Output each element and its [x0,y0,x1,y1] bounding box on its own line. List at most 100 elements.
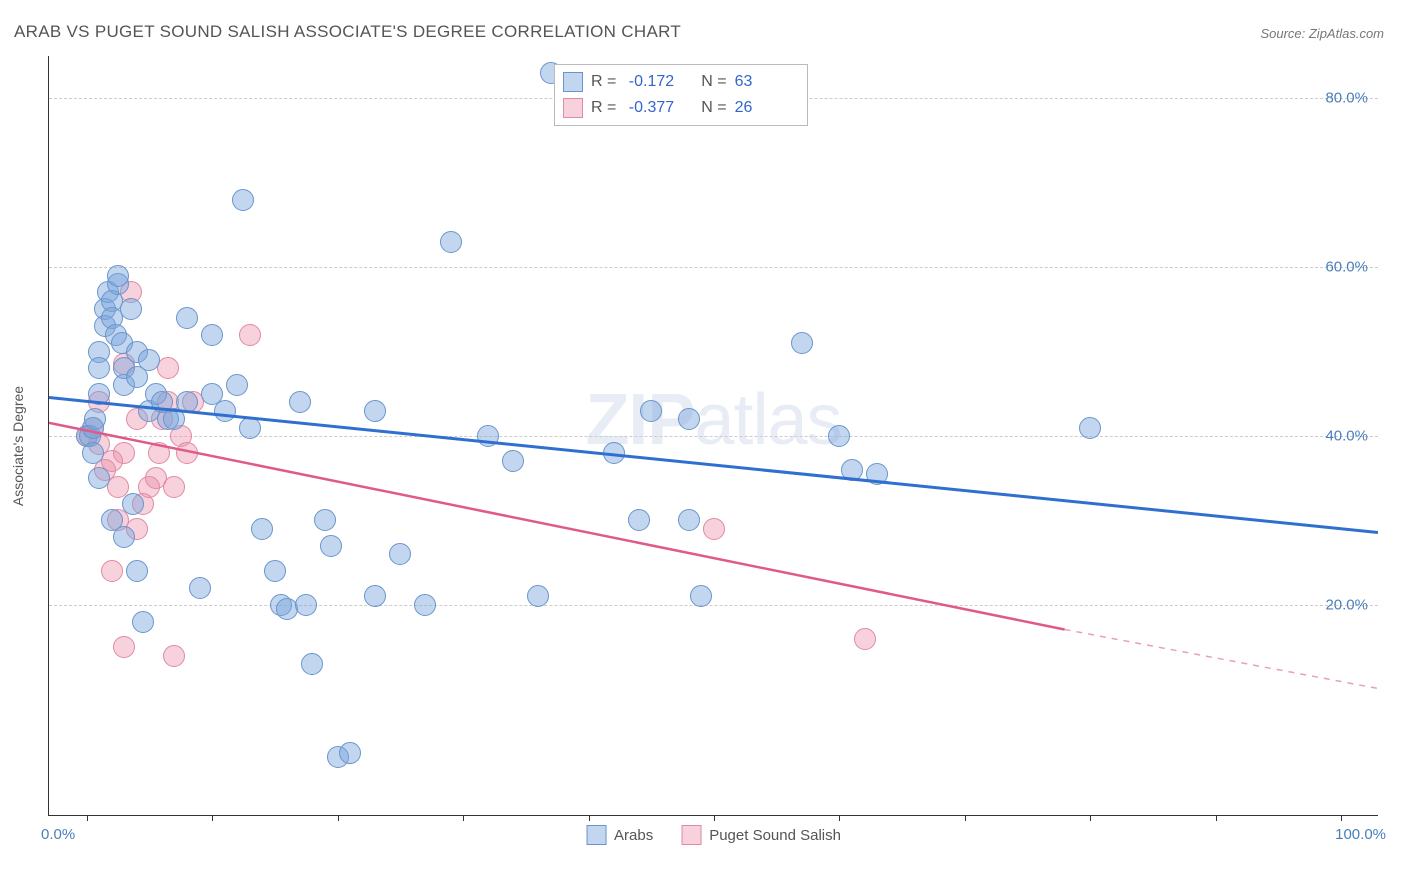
arabs-point [189,577,211,599]
y-tick-label: 40.0% [1325,428,1368,445]
x-tick-mark [965,815,966,821]
arabs-point [440,231,462,253]
x-tick-mark [338,815,339,821]
legend-item: Arabs [586,825,653,845]
arabs-point [84,408,106,430]
x-tick-mark [87,815,88,821]
x-tick-label: 100.0% [1335,826,1386,843]
salish-point [163,645,185,667]
bottom-legend: Arabs Puget Sound Salish [586,825,841,845]
stat-N-label: N = [697,69,727,95]
stat-R-label: R = [591,69,621,95]
arabs-point [107,265,129,287]
arabs-point [289,391,311,413]
arabs-point [232,189,254,211]
arabs-point [176,307,198,329]
salish-point [703,518,725,540]
arabs-point [226,374,248,396]
arabs-point [828,425,850,447]
stat-R-value: -0.172 [629,69,689,95]
legend-stats-row: R = -0.377 N = 26 [563,95,795,121]
arabs-point [88,467,110,489]
arabs-point [320,535,342,557]
x-tick-mark [1216,815,1217,821]
arabs-point [126,560,148,582]
arabs-point [1079,417,1101,439]
legend-label: Puget Sound Salish [709,827,841,844]
legend-stats-row: R = -0.172 N = 63 [563,69,795,95]
legend-label: Arabs [614,827,653,844]
arabs-point [88,383,110,405]
arabs-point [640,400,662,422]
legend-swatch [563,98,583,118]
arabs-point [214,400,236,422]
arabs-point [251,518,273,540]
x-tick-mark [1090,815,1091,821]
gridline [49,605,1378,606]
salish-point [157,357,179,379]
salish-point [239,324,261,346]
arabs-point [678,509,700,531]
arabs-point [314,509,336,531]
x-tick-mark [212,815,213,821]
stat-N-label: N = [697,95,727,121]
salish-point [148,442,170,464]
legend-swatch [681,825,701,845]
legend-swatch [563,72,583,92]
arabs-point [301,653,323,675]
y-axis-label: Associate's Degree [10,386,26,506]
arabs-point [389,543,411,565]
arabs-point [414,594,436,616]
y-tick-label: 60.0% [1325,259,1368,276]
y-tick-label: 80.0% [1325,90,1368,107]
arabs-point [239,417,261,439]
arabs-point [295,594,317,616]
arabs-point [339,742,361,764]
salish-point [176,442,198,464]
arabs-point [364,585,386,607]
stat-N-value: 63 [735,69,795,95]
arabs-point [122,493,144,515]
salish-point [113,442,135,464]
stat-R-value: -0.377 [629,95,689,121]
plot-area: ZIPatlas R = -0.172 N = 63R = -0.377 N =… [48,56,1378,816]
salish-point [163,476,185,498]
arabs-point [176,391,198,413]
x-tick-mark [714,815,715,821]
arabs-point [527,585,549,607]
legend-item: Puget Sound Salish [681,825,841,845]
source-attribution: Source: ZipAtlas.com [1260,26,1384,41]
arabs-point [603,442,625,464]
arabs-point [791,332,813,354]
arabs-point [120,298,142,320]
arabs-point [364,400,386,422]
arabs-point [841,459,863,481]
arabs-point [628,509,650,531]
stat-R-label: R = [591,95,621,121]
y-tick-label: 20.0% [1325,596,1368,613]
salish-point [101,560,123,582]
arabs-point [201,324,223,346]
gridline [49,267,1378,268]
x-tick-label: 0.0% [41,826,75,843]
arabs-point [82,442,104,464]
arabs-point [113,526,135,548]
watermark-rest: atlas [694,380,841,460]
salish-point [113,636,135,658]
x-tick-mark [839,815,840,821]
chart-title: ARAB VS PUGET SOUND SALISH ASSOCIATE'S D… [14,22,681,42]
x-tick-mark [589,815,590,821]
arabs-point [678,408,700,430]
arabs-point [477,425,499,447]
legend-stats-box: R = -0.172 N = 63R = -0.377 N = 26 [554,64,808,126]
arabs-point [502,450,524,472]
legend-swatch [586,825,606,845]
salish-point [854,628,876,650]
arabs-point [132,611,154,633]
x-tick-mark [463,815,464,821]
arabs-point [690,585,712,607]
stat-N-value: 26 [735,95,795,121]
arabs-point [866,463,888,485]
arabs-point [264,560,286,582]
x-tick-mark [1341,815,1342,821]
